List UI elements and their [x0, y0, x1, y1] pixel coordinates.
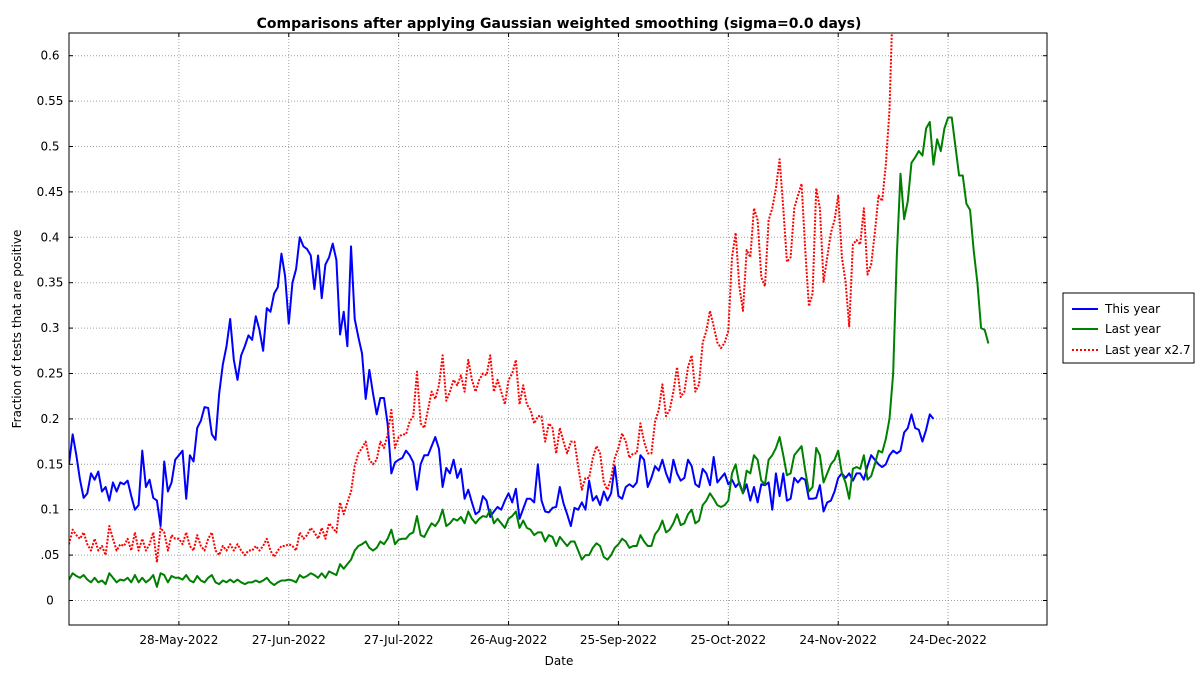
legend: This year Last year Last year x2.7 [1062, 292, 1195, 364]
x-axis-ticks: 28-May-2022 27-Jun-2022 27-Jul-2022 26-Aug-… [139, 33, 987, 647]
x-tick-label: 25-Sep-2022 [580, 633, 657, 647]
x-tick-label: 25-Oct-2022 [691, 633, 767, 647]
grid [69, 33, 1047, 625]
y-tick-label: 0.55 [37, 94, 64, 108]
series-line-last-year-x2-7 [69, 33, 893, 564]
y-axis-label: Fraction of tests that are positive [10, 230, 24, 429]
x-tick-label: 26-Aug-2022 [470, 633, 548, 647]
y-tick-label: 0.1 [40, 503, 59, 517]
y-tick-label: 0.4 [40, 230, 59, 244]
y-tick-label: 0.6 [40, 49, 59, 63]
y-tick-label: 0.25 [37, 366, 64, 380]
x-axis-label: Date [545, 654, 574, 668]
y-tick-label: 0.35 [37, 276, 64, 290]
y-axis-ticks: 0 .05 0.1 0.15 0.2 0.25 0.3 0.35 0.4 0.45 0.5 0.55 0… [37, 49, 1047, 607]
y-tick-label: .05 [40, 548, 59, 562]
legend-label-last-year-x2-7: Last year x2.7 [1105, 343, 1191, 357]
x-tick-label: 24-Dec-2022 [909, 633, 987, 647]
series-line-last-year [69, 116, 990, 588]
y-tick-label: 0.15 [37, 457, 64, 471]
legend-label-this-year: This year [1104, 302, 1160, 316]
series-line-this-year [69, 236, 935, 528]
x-tick-label: 24-Nov-2022 [799, 633, 877, 647]
y-tick-label: 0.45 [37, 185, 64, 199]
x-tick-label: 27-Jun-2022 [252, 633, 326, 647]
x-tick-label: 27-Jul-2022 [364, 633, 434, 647]
plot-frame [68, 32, 1048, 626]
y-tick-label: 0.3 [40, 321, 59, 335]
x-tick-label: 28-May-2022 [139, 633, 218, 647]
y-tick-label: 0.5 [40, 139, 59, 153]
series-lines [69, 33, 990, 588]
y-tick-label: 0.2 [40, 412, 59, 426]
chart-title: Comparisons after applying Gaussian weig… [257, 16, 862, 32]
y-tick-label: 0 [46, 593, 54, 607]
legend-label-last-year: Last year [1105, 322, 1161, 336]
